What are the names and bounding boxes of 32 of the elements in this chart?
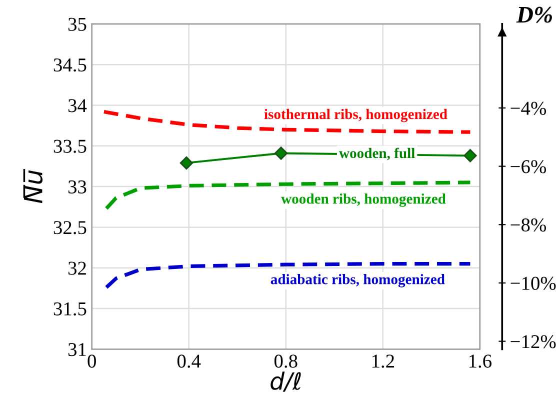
y-tick-label: 35 — [68, 18, 86, 31]
series-label: adiabatic ribs, homogenized — [270, 274, 445, 288]
y2-tick-label: −12% — [510, 335, 556, 348]
x-tick-label: 1.2 — [372, 354, 394, 368]
x-tick-label: 1.6 — [469, 354, 492, 368]
series-label: wooden, full — [339, 148, 415, 160]
y2-tick-label: −6% — [510, 160, 546, 174]
x-tick-label: 0.8 — [274, 354, 298, 368]
y-tick-label: 31 — [68, 343, 86, 356]
y-tick-label: 31.5 — [54, 302, 86, 316]
x-tick-label: 0.4 — [177, 354, 201, 368]
point — [464, 149, 477, 162]
line-series — [104, 262, 472, 290]
y-tick-label: 32 — [68, 262, 86, 275]
x-tick-label: 0 — [88, 354, 96, 368]
y-tick-label: 34 — [68, 99, 87, 112]
y2-axis-title: D% — [516, 6, 552, 23]
y-tick-label: 32.5 — [54, 221, 86, 234]
point — [274, 146, 288, 160]
y-axis-title: N̅u̅ — [23, 169, 43, 204]
y2-tick-label: −4% — [510, 102, 546, 115]
y2-tick-label: −10% — [510, 276, 556, 290]
y-tick-label: 34.5 — [54, 58, 86, 72]
y2-tick-label: −8% — [510, 218, 546, 232]
y-tick-label: 33.5 — [54, 140, 86, 153]
line-series — [104, 180, 472, 210]
x-axis-title: d/ℓ — [270, 372, 301, 392]
point — [180, 156, 194, 170]
series-label: isothermal ribs, homogenized — [264, 108, 448, 122]
y-tick-label: 33 — [68, 180, 86, 194]
series-label: wooden ribs, homogenized — [281, 193, 446, 207]
line-series — [102, 110, 472, 134]
